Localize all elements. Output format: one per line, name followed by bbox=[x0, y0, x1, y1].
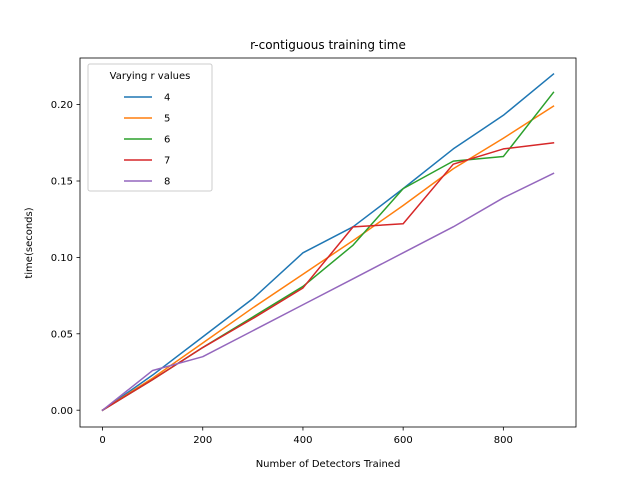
y-axis-label: time(seconds) bbox=[24, 207, 35, 278]
x-tick-label: 200 bbox=[193, 435, 212, 446]
y-tick-label: 0.10 bbox=[51, 253, 73, 264]
legend-label: 8 bbox=[164, 177, 170, 188]
plot-area bbox=[79, 57, 577, 428]
axes-frame bbox=[79, 57, 577, 428]
y-tick-label: 0.20 bbox=[51, 100, 73, 111]
y-tick-label: 0.00 bbox=[51, 406, 73, 417]
x-tick-label: 400 bbox=[293, 435, 312, 446]
chart-title: r-contiguous training time bbox=[250, 38, 406, 52]
legend-item-r-6[interactable]: 6 bbox=[124, 135, 170, 146]
legend-item-r-8[interactable]: 8 bbox=[124, 177, 170, 188]
series-line-r-4 bbox=[101, 72, 555, 412]
legend-label: 7 bbox=[164, 156, 170, 167]
legend-box bbox=[87, 63, 213, 192]
legend-label: 6 bbox=[164, 135, 170, 146]
x-tick-label: 600 bbox=[394, 435, 413, 446]
x-axis-label: Number of Detectors Trained bbox=[256, 459, 401, 470]
legend-label: 5 bbox=[164, 114, 170, 125]
legend-item-r-4[interactable]: 4 bbox=[124, 93, 170, 104]
legend[interactable]: Varying r values 4 5 6 7 8 bbox=[87, 63, 213, 192]
x-axis: 0 200 400 600 800 bbox=[99, 427, 513, 446]
x-tick-label: 0 bbox=[99, 435, 105, 446]
legend-item-r-7[interactable]: 7 bbox=[124, 156, 170, 167]
legend-title: Varying r values bbox=[110, 71, 191, 82]
y-axis: 0.00 0.05 0.10 0.15 0.20 bbox=[51, 100, 80, 417]
y-tick-label: 0.05 bbox=[51, 329, 73, 340]
legend-label: 4 bbox=[164, 93, 170, 104]
legend-item-r-5[interactable]: 5 bbox=[124, 114, 170, 125]
y-tick-label: 0.15 bbox=[51, 177, 73, 188]
x-tick-label: 800 bbox=[494, 435, 513, 446]
series-line-r-8 bbox=[101, 172, 555, 412]
